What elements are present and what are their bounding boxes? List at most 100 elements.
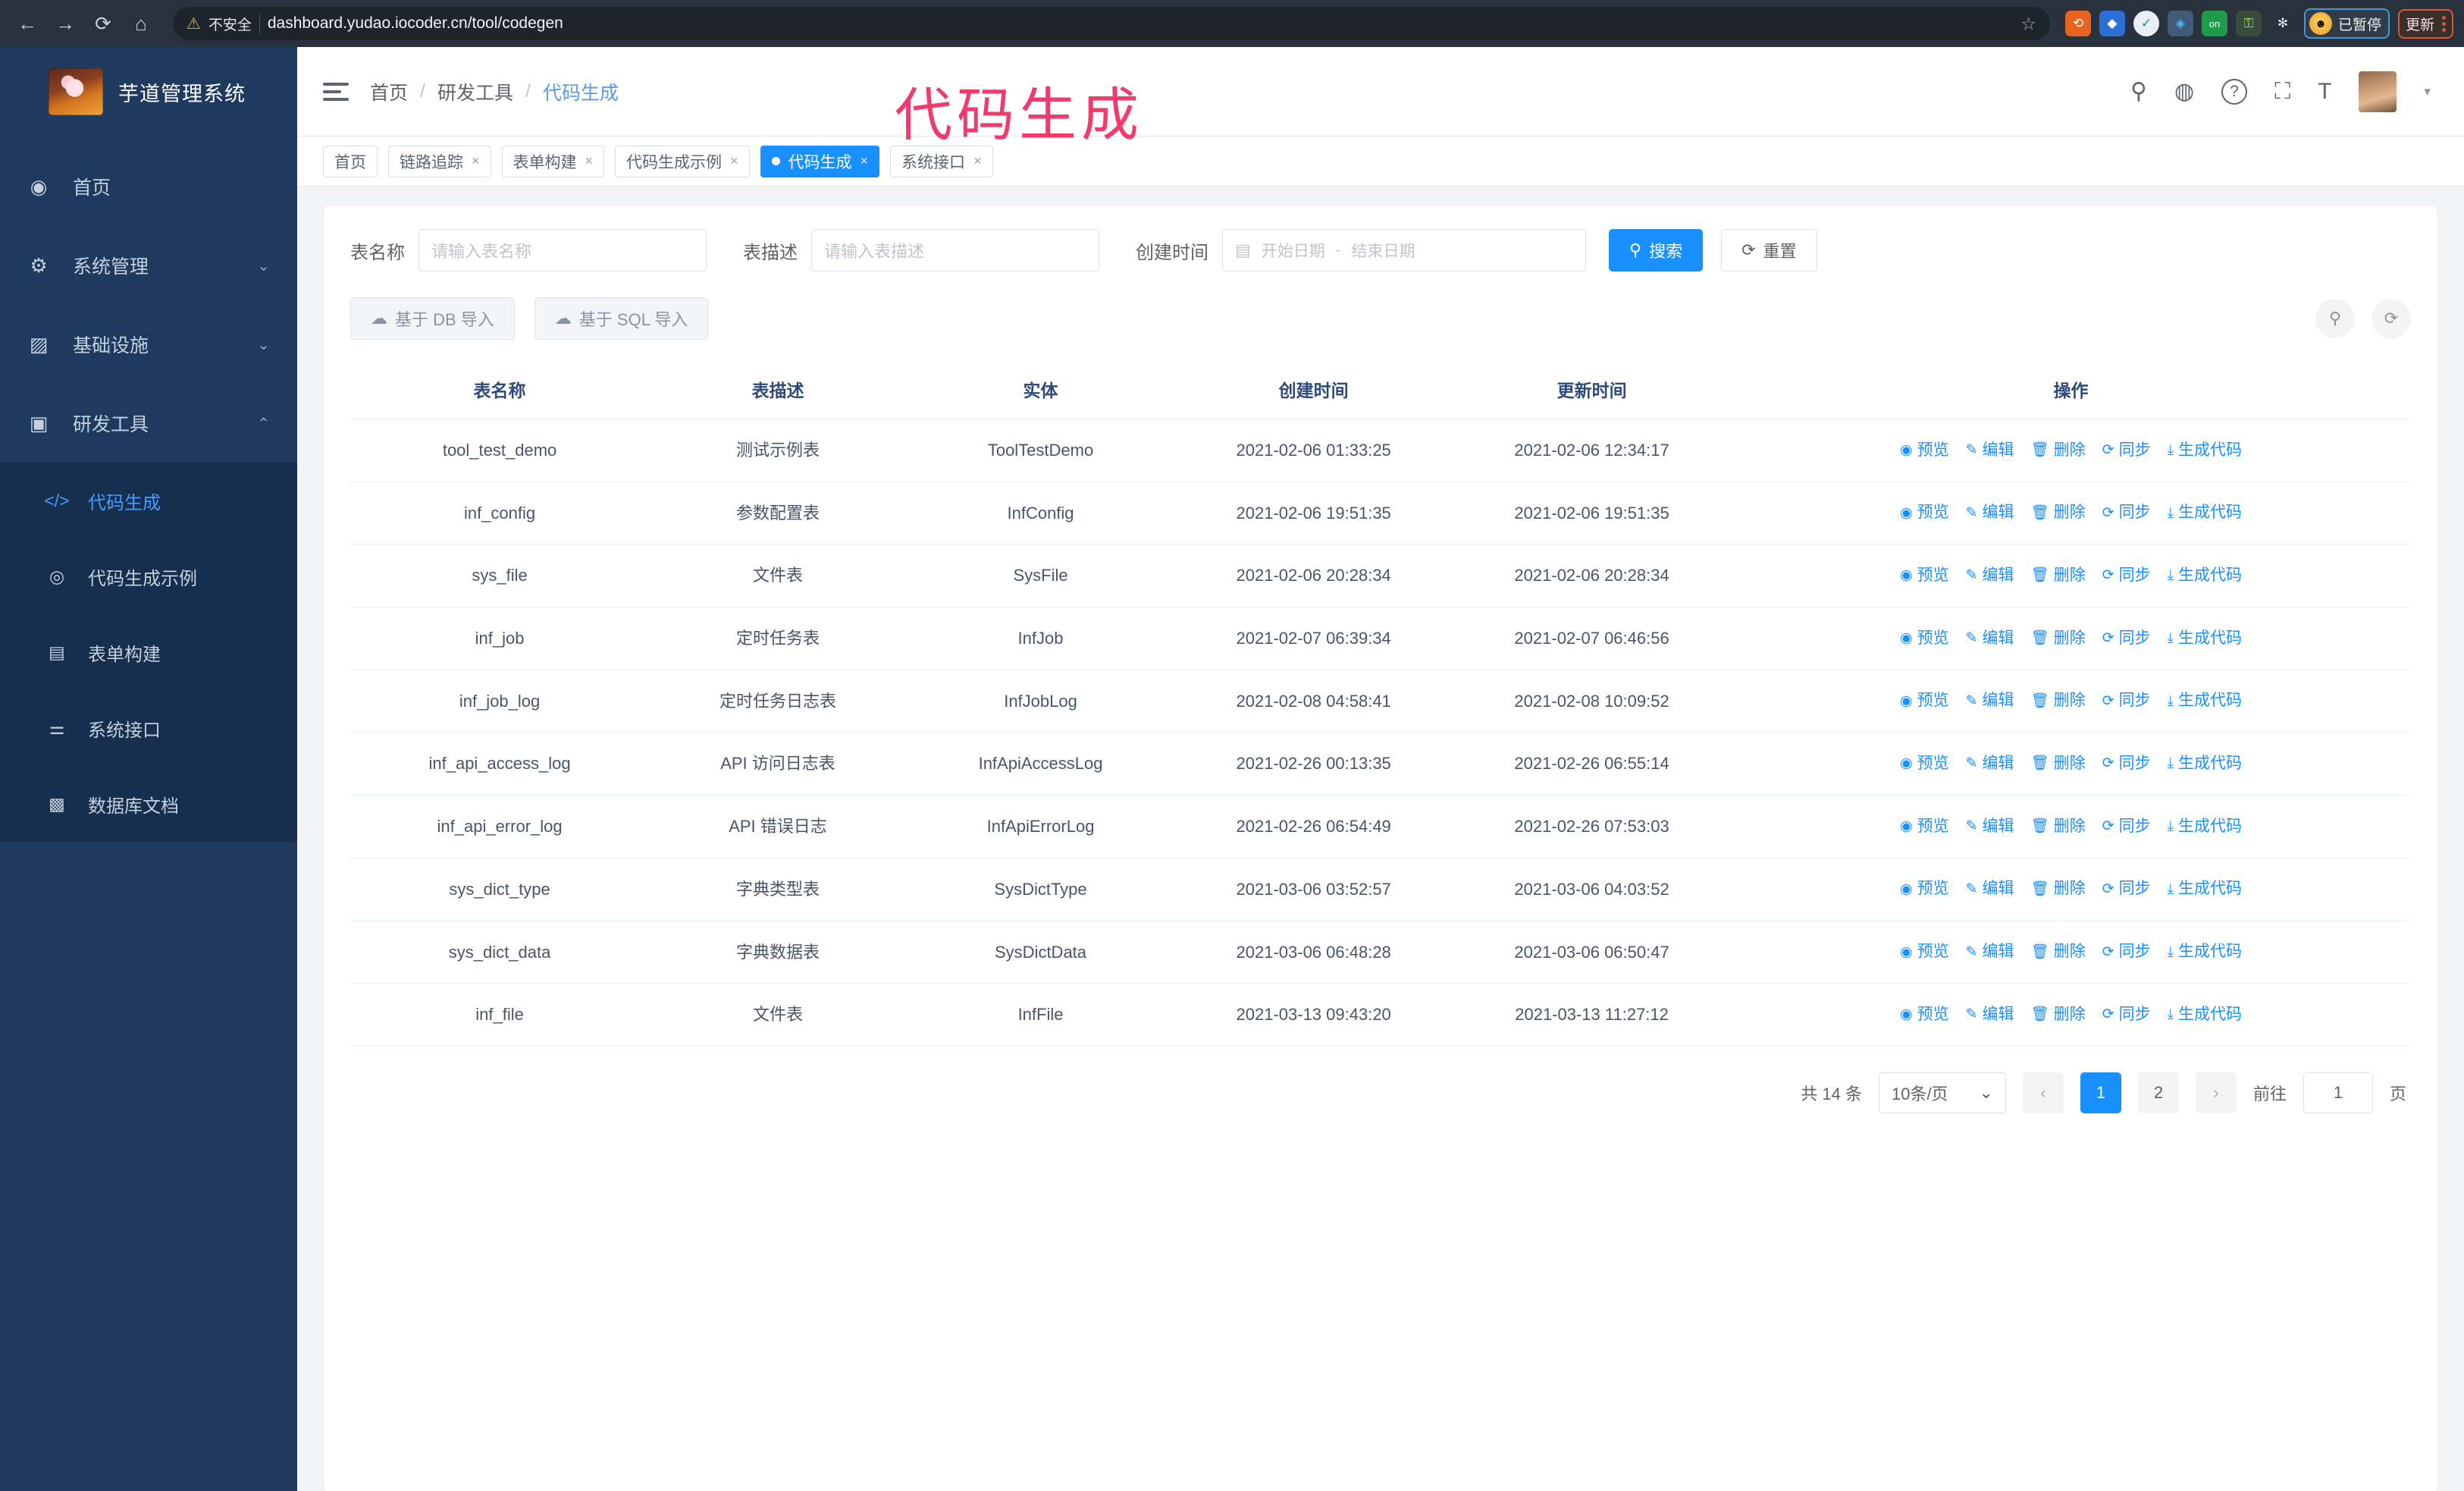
action-生成代码[interactable]: ⤓ 生成代码 xyxy=(2168,816,2242,837)
next-page-button[interactable]: › xyxy=(2195,1072,2237,1113)
sidebar-item-devtools[interactable]: ▣ 研发工具 ⌃ xyxy=(0,384,297,463)
action-编辑[interactable]: ✎ 编辑 xyxy=(1966,1004,2014,1025)
action-生成代码[interactable]: ⤓ 生成代码 xyxy=(2168,565,2242,586)
action-删除[interactable]: 🗑 删除 xyxy=(2031,941,2086,962)
chevron-down-icon[interactable]: ▾ xyxy=(2424,83,2431,99)
action-删除[interactable]: 🗑 删除 xyxy=(2031,878,2086,899)
action-生成代码[interactable]: ⤓ 生成代码 xyxy=(2168,753,2242,774)
action-删除[interactable]: 🗑 删除 xyxy=(2031,690,2086,711)
action-生成代码[interactable]: ⤓ 生成代码 xyxy=(2168,941,2242,962)
action-编辑[interactable]: ✎ 编辑 xyxy=(1966,941,2014,962)
address-bar[interactable]: ⚠ 不安全 dashboard.yudao.iocoder.cn/tool/co… xyxy=(173,7,2050,40)
action-同步[interactable]: ⟳ 同步 xyxy=(2102,816,2151,837)
reset-button[interactable]: ⟳ 重置 xyxy=(1721,229,1817,272)
action-删除[interactable]: 🗑 删除 xyxy=(2031,440,2086,461)
close-icon[interactable]: × xyxy=(585,153,594,168)
ext-blue-drop-icon[interactable]: ◈ xyxy=(2167,11,2193,36)
action-生成代码[interactable]: ⤓ 生成代码 xyxy=(2168,878,2242,899)
close-icon[interactable]: × xyxy=(973,153,982,168)
tab-form-builder[interactable]: 表单构建 × xyxy=(501,145,605,177)
action-编辑[interactable]: ✎ 编辑 xyxy=(1966,565,2014,586)
import-sql-button[interactable]: ☁ 基于 SQL 导入 xyxy=(534,297,709,340)
action-同步[interactable]: ⟳ 同步 xyxy=(2102,440,2151,461)
close-icon[interactable]: × xyxy=(730,153,738,168)
search-icon[interactable]: ⚲ xyxy=(2315,299,2355,338)
sidebar-item-codegen-demo[interactable]: ◎ 代码生成示例 xyxy=(0,538,297,614)
action-预览[interactable]: ◉ 预览 xyxy=(1900,440,1949,461)
action-编辑[interactable]: ✎ 编辑 xyxy=(1966,628,2014,649)
action-预览[interactable]: ◉ 预览 xyxy=(1900,1004,1949,1025)
action-预览[interactable]: ◉ 预览 xyxy=(1900,628,1949,649)
action-生成代码[interactable]: ⤓ 生成代码 xyxy=(2168,628,2242,649)
action-预览[interactable]: ◉ 预览 xyxy=(1900,690,1949,711)
tab-codegen-demo[interactable]: 代码生成示例 × xyxy=(615,145,750,177)
action-同步[interactable]: ⟳ 同步 xyxy=(2102,941,2151,962)
refresh-icon[interactable]: ⟳ xyxy=(2372,299,2411,338)
bookmark-star-icon[interactable]: ☆ xyxy=(2020,13,2036,33)
action-预览[interactable]: ◉ 预览 xyxy=(1900,753,1949,774)
action-编辑[interactable]: ✎ 编辑 xyxy=(1966,690,2014,711)
action-编辑[interactable]: ✎ 编辑 xyxy=(1966,753,2014,774)
action-同步[interactable]: ⟳ 同步 xyxy=(2102,878,2151,899)
action-删除[interactable]: 🗑 删除 xyxy=(2031,816,2086,837)
avatar[interactable] xyxy=(2359,71,2397,112)
action-编辑[interactable]: ✎ 编辑 xyxy=(1966,440,2014,461)
page-button-2[interactable]: 2 xyxy=(2137,1072,2179,1113)
ext-on-icon[interactable]: on xyxy=(2201,11,2227,36)
action-同步[interactable]: ⟳ 同步 xyxy=(2102,565,2151,586)
close-icon[interactable]: × xyxy=(860,153,869,168)
ext-green-key-icon[interactable]: ⚿ xyxy=(2235,11,2262,36)
action-编辑[interactable]: ✎ 编辑 xyxy=(1966,816,2014,837)
breadcrumb-item-devtools[interactable]: 研发工具 xyxy=(437,82,513,104)
ext-orange-icon[interactable]: ⟲ xyxy=(2064,11,2091,36)
action-预览[interactable]: ◉ 预览 xyxy=(1900,878,1949,899)
action-同步[interactable]: ⟳ 同步 xyxy=(2102,753,2151,774)
sidebar-logo[interactable]: 芋道管理系统 xyxy=(0,47,297,137)
action-编辑[interactable]: ✎ 编辑 xyxy=(1966,502,2014,523)
action-同步[interactable]: ⟳ 同步 xyxy=(2102,1004,2151,1025)
action-生成代码[interactable]: ⤓ 生成代码 xyxy=(2168,1004,2242,1025)
table-desc-input[interactable]: 请输入表描述 xyxy=(811,229,1099,272)
page-size-select[interactable]: 10条/页 ⌄ xyxy=(1878,1072,2006,1113)
table-name-input[interactable]: 请输入表名称 xyxy=(419,229,707,272)
action-预览[interactable]: ◉ 预览 xyxy=(1900,816,1949,837)
sidebar-item-home[interactable]: ◉ 首页 xyxy=(0,147,297,226)
paused-chip[interactable]: ☻ 已暂停 xyxy=(2303,8,2390,39)
ext-gear-icon[interactable]: ✻ xyxy=(2269,11,2296,36)
sidebar-item-codegen[interactable]: </> 代码生成 xyxy=(0,463,297,538)
ext-blue-pin-icon[interactable]: ◆ xyxy=(2099,11,2125,36)
back-icon[interactable]: ← xyxy=(17,11,37,35)
tab-codegen[interactable]: 代码生成 × xyxy=(760,145,880,177)
reload-icon[interactable]: ⟳ xyxy=(95,11,111,35)
prev-page-button[interactable]: ‹ xyxy=(2022,1072,2064,1113)
sidebar-item-form-builder[interactable]: ▤ 表单构建 xyxy=(0,614,297,690)
tab-system-api[interactable]: 系统接口 × xyxy=(890,145,993,177)
action-同步[interactable]: ⟳ 同步 xyxy=(2102,502,2151,523)
ext-green-shield-icon[interactable]: ✓ xyxy=(2133,11,2159,36)
jump-page-input[interactable]: 1 xyxy=(2303,1072,2373,1113)
tab-home[interactable]: 首页 xyxy=(323,145,378,177)
home-icon[interactable]: ⌂ xyxy=(135,11,147,35)
close-icon[interactable]: × xyxy=(472,153,480,168)
import-db-button[interactable]: ☁ 基于 DB 导入 xyxy=(350,297,515,340)
action-同步[interactable]: ⟳ 同步 xyxy=(2102,690,2151,711)
fullscreen-icon[interactable]: ⛶ xyxy=(2274,78,2291,104)
hamburger-icon[interactable] xyxy=(323,82,349,101)
help-icon[interactable]: ? xyxy=(2221,78,2248,105)
sidebar-item-system[interactable]: ⚙ 系统管理 ⌄ xyxy=(0,226,297,305)
kebab-menu-icon[interactable] xyxy=(2442,14,2446,34)
page-button-1[interactable]: 1 xyxy=(2080,1072,2121,1113)
sidebar-item-db-doc[interactable]: ▩ 数据库文档 xyxy=(0,766,297,842)
create-time-range-picker[interactable]: ▤ 开始日期 - 结束日期 xyxy=(1222,229,1586,272)
tab-trace[interactable]: 链路追踪 × xyxy=(388,145,491,177)
action-删除[interactable]: 🗑 删除 xyxy=(2031,628,2086,649)
search-icon[interactable]: ⚲ xyxy=(2130,78,2147,104)
action-编辑[interactable]: ✎ 编辑 xyxy=(1966,878,2014,899)
action-删除[interactable]: 🗑 删除 xyxy=(2031,565,2086,586)
action-预览[interactable]: ◉ 预览 xyxy=(1900,941,1949,962)
font-size-icon[interactable]: T xyxy=(2318,78,2332,104)
action-生成代码[interactable]: ⤓ 生成代码 xyxy=(2168,690,2242,711)
action-预览[interactable]: ◉ 预览 xyxy=(1900,502,1949,523)
sidebar-item-infra[interactable]: ▨ 基础设施 ⌄ xyxy=(0,305,297,384)
forward-icon[interactable]: → xyxy=(55,11,75,35)
